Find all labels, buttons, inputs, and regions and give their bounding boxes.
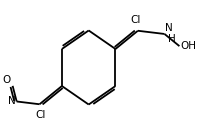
Text: O: O	[3, 75, 11, 85]
Text: Cl: Cl	[35, 109, 45, 119]
Text: N: N	[165, 23, 172, 33]
Text: Cl: Cl	[130, 16, 140, 26]
Text: OH: OH	[179, 41, 195, 51]
Text: N: N	[8, 96, 16, 106]
Text: H: H	[167, 34, 175, 44]
